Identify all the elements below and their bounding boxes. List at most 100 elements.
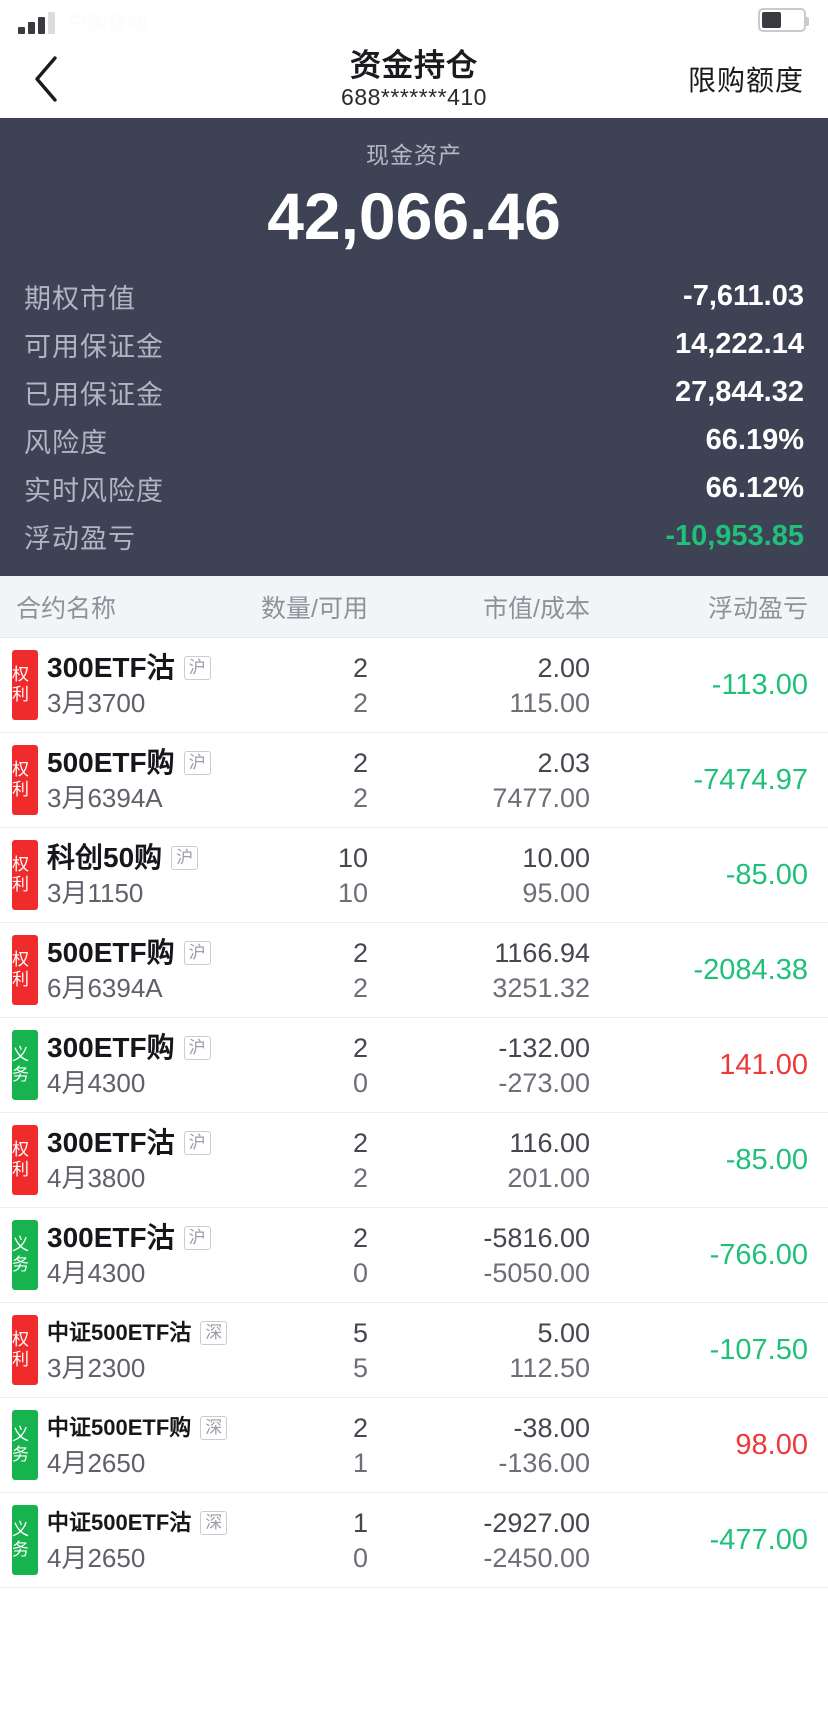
contract-name-wrap: 300ETF沽沪 4月4300 xyxy=(47,1220,232,1290)
positions-table-body: 权利 300ETF沽沪 3月3700 2 2 2.00 115.00 -113.00 权利 500… xyxy=(0,638,828,1588)
pnl-value: -107.50 xyxy=(709,1333,808,1366)
signal-bars-icon xyxy=(18,11,55,34)
market-value: 5.00 xyxy=(537,1318,590,1348)
market-tag: 沪 xyxy=(183,941,211,965)
nav-bar: 资金持仓 688*******410 限购额度 xyxy=(0,40,828,118)
contract-name: 300ETF沽 xyxy=(47,652,175,683)
available-value: 2 xyxy=(352,1163,368,1193)
contract-cell: 义务 300ETF沽沪 4月4300 xyxy=(0,1220,232,1290)
value-cost-cell: 2.00 115.00 xyxy=(368,650,590,720)
summary-row: 浮动盈亏 -10,953.85 xyxy=(24,512,804,560)
contract-expiry-strike: 3月3700 xyxy=(47,688,146,718)
column-header-pnl[interactable]: 浮动盈亏 xyxy=(707,594,808,623)
market-value: 116.00 xyxy=(509,1128,590,1158)
cost-value: -2450.00 xyxy=(483,1543,590,1573)
table-row[interactable]: 义务 中证500ETF沽深 4月2650 1 0 -2927.00 -2450.00 -477… xyxy=(0,1493,828,1588)
quantity-cell: 10 10 xyxy=(232,840,368,910)
table-row[interactable]: 权利 500ETF购沪 3月6394A 2 2 2.03 7477.00 -7474.97 xyxy=(0,733,828,828)
contract-cell: 义务 300ETF购沪 4月4300 xyxy=(0,1030,232,1100)
value-cost-cell: 5.00 112.50 xyxy=(368,1315,590,1385)
table-row[interactable]: 权利 科创50购沪 3月1150 10 10 10.00 95.00 -85.00 xyxy=(0,828,828,923)
cost-value: 3251.32 xyxy=(492,973,590,1003)
available-value: 1 xyxy=(352,1448,368,1478)
table-row[interactable]: 权利 500ETF购沪 6月6394A 2 2 1166.94 3251.32 -2084.3… xyxy=(0,923,828,1018)
market-tag: 沪 xyxy=(183,751,211,775)
value-cost-cell: -5816.00 -5050.00 xyxy=(368,1220,590,1290)
summary-row-value: 66.19% xyxy=(705,423,804,456)
cost-value: 112.50 xyxy=(509,1353,590,1383)
contract-name: 500ETF购 xyxy=(47,747,175,778)
position-type-badge: 权利 xyxy=(12,1315,38,1385)
summary-row-value: -10,953.85 xyxy=(665,519,804,552)
available-value: 5 xyxy=(352,1353,368,1383)
table-row[interactable]: 义务 中证500ETF购深 4月2650 2 1 -38.00 -136.00 98.00 xyxy=(0,1398,828,1493)
contract-name-row: 500ETF购沪 xyxy=(47,935,232,971)
column-header-value-cost[interactable]: 市值/成本 xyxy=(483,594,590,623)
position-type-badge: 权利 xyxy=(12,840,38,910)
table-row[interactable]: 义务 300ETF购沪 4月4300 2 0 -132.00 -273.00 141.00 xyxy=(0,1018,828,1113)
contract-name-wrap: 中证500ETF沽深 3月2300 xyxy=(47,1315,232,1385)
market-value: -2927.00 xyxy=(483,1508,590,1538)
position-type-badge: 义务 xyxy=(12,1410,38,1480)
positions-table-header: 合约名称 数量/可用 市值/成本 浮动盈亏 xyxy=(0,576,828,638)
page-title: 资金持仓 xyxy=(350,47,478,83)
quantity-value: 1 xyxy=(352,1508,368,1538)
table-row[interactable]: 权利 中证500ETF沽深 3月2300 5 5 5.00 112.50 -107.50 xyxy=(0,1303,828,1398)
market-value: -5816.00 xyxy=(483,1223,590,1253)
table-row[interactable]: 义务 300ETF沽沪 4月4300 2 0 -5816.00 -5050.00 -766.0… xyxy=(0,1208,828,1303)
status-bar-left: 中国移动 xyxy=(18,7,148,34)
contract-name: 300ETF沽 xyxy=(47,1127,175,1158)
pnl-value: -85.00 xyxy=(725,1143,808,1176)
contract-name: 科创50购 xyxy=(47,842,163,873)
summary-row: 风险度 66.19% xyxy=(24,416,804,464)
market-tag: 沪 xyxy=(183,1131,211,1155)
contract-name: 300ETF购 xyxy=(47,1032,175,1063)
cost-value: 7477.00 xyxy=(492,783,590,813)
pnl-value: -477.00 xyxy=(709,1523,808,1556)
market-tag: 沪 xyxy=(183,1226,211,1250)
value-cost-cell: 10.00 95.00 xyxy=(368,840,590,910)
summary-row-label: 风险度 xyxy=(24,427,108,458)
market-tag: 沪 xyxy=(171,846,199,870)
table-row[interactable]: 权利 300ETF沽沪 4月3800 2 2 116.00 201.00 -85.00 xyxy=(0,1113,828,1208)
market-tag: 沪 xyxy=(183,656,211,680)
contract-name-wrap: 300ETF购沪 4月4300 xyxy=(47,1030,232,1100)
contract-name-row: 500ETF购沪 xyxy=(47,745,232,781)
position-type-badge: 义务 xyxy=(12,1030,38,1100)
summary-row-value: 14,222.14 xyxy=(674,327,804,360)
contract-cell: 权利 500ETF购沪 6月6394A xyxy=(0,935,232,1005)
column-header-contract[interactable]: 合约名称 xyxy=(16,594,117,623)
pnl-value: -85.00 xyxy=(725,858,808,891)
pnl-value: 141.00 xyxy=(719,1048,808,1081)
battery-icon xyxy=(758,8,809,32)
contract-name: 500ETF购 xyxy=(47,937,175,968)
market-tag: 沪 xyxy=(183,1036,211,1060)
position-type-badge: 义务 xyxy=(12,1220,38,1290)
quantity-value: 2 xyxy=(352,938,368,968)
purchase-limit-button[interactable]: 限购额度 xyxy=(687,65,804,96)
market-value: 2.00 xyxy=(537,653,590,683)
account-summary-panel: 现金资产 42,066.46 期权市值 -7,611.03 可用保证金 14,222.… xyxy=(0,118,828,576)
market-value: -132.00 xyxy=(498,1033,590,1063)
summary-row: 可用保证金 14,222.14 xyxy=(24,320,804,368)
pnl-value: -113.00 xyxy=(711,668,808,701)
back-button[interactable] xyxy=(0,40,92,118)
table-row[interactable]: 权利 300ETF沽沪 3月3700 2 2 2.00 115.00 -113.00 xyxy=(0,638,828,733)
position-type-badge: 权利 xyxy=(12,1125,38,1195)
quantity-value: 2 xyxy=(352,653,368,683)
available-value: 0 xyxy=(352,1258,368,1288)
market-value: 2.03 xyxy=(537,748,590,778)
available-value: 2 xyxy=(352,688,368,718)
contract-expiry-strike: 4月4300 xyxy=(47,1068,146,1098)
column-header-quantity[interactable]: 数量/可用 xyxy=(261,594,368,623)
contract-expiry-strike: 4月4300 xyxy=(47,1258,146,1288)
value-cost-cell: 1166.94 3251.32 xyxy=(368,935,590,1005)
available-value: 2 xyxy=(352,783,368,813)
quantity-value: 2 xyxy=(352,1223,368,1253)
pnl-value: -2084.38 xyxy=(693,953,809,986)
contract-cell: 权利 300ETF沽沪 3月3700 xyxy=(0,650,232,720)
quantity-value: 10 xyxy=(337,843,368,873)
contract-name-row: 中证500ETF购深 xyxy=(47,1410,232,1446)
